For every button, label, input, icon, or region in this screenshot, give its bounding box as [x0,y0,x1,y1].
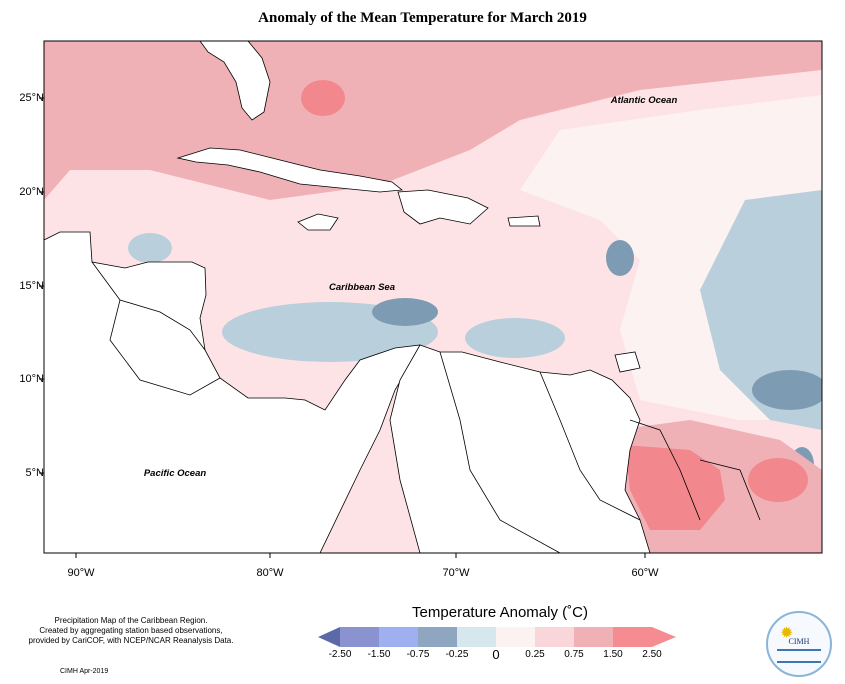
note-line-2: Created by aggregating station based obs… [39,626,223,635]
lon-tick-90: 90°W [67,567,95,579]
legend-swatch [418,627,457,647]
lat-tick-10: 10°N [19,373,44,385]
lon-tick-60: 60°W [631,567,659,579]
legend-tick: -1.50 [367,649,391,660]
legend-swatch [379,627,418,647]
trinidad [614,351,641,373]
legend-title: Temperature Anomaly (˚C) [412,604,588,621]
legend-colorbar [318,627,676,647]
anomaly-band-neg-150-075 [752,370,822,410]
map-frame [43,40,823,554]
lon-tick-70: 70°W [442,567,470,579]
lat-tick-15: 15°N [19,280,44,292]
puerto-rico [507,215,541,227]
country-borders [91,261,761,553]
legend-tick: -0.75 [406,649,430,660]
legend-swatch [496,627,535,647]
anomaly-band-150-250 [748,458,808,502]
legend-tick: 2.50 [642,649,662,660]
florida [199,41,271,121]
lat-tick-5: 5°N [25,467,44,479]
map-title: Anomaly of the Mean Temperature for Marc… [258,10,587,26]
legend-swatch [340,627,379,647]
lon-tick-80: 80°W [256,567,284,579]
anomaly-band-neg-150-075 [372,298,438,326]
legend-tick: -0.25 [445,649,469,660]
legend-arrow-left [318,627,340,647]
label-caribbean-sea: Caribbean Sea [329,282,395,293]
note-line-1: Precipitation Map of the Caribbean Regio… [54,616,208,625]
hispaniola [397,189,489,225]
legend-swatch [457,627,496,647]
legend-tick: 0.25 [525,649,545,660]
legend-tick: 0 [492,647,500,662]
south-america [389,344,651,553]
legend-swatch [613,627,652,647]
cuba [176,147,404,193]
note-line-3: provided by CariCOF, with NCEP/NCAR Rean… [28,636,234,645]
map-credit: CIMH Apr-2019 [60,668,109,675]
legend-tick: 1.50 [603,649,623,660]
anomaly-band-neg-150-075 [606,240,634,276]
label-atlantic-ocean: Atlantic Ocean [610,95,678,106]
lat-tick-20: 20°N [19,186,44,198]
central-america [44,231,421,553]
map-description: Precipitation Map of the Caribbean Regio… [16,616,246,646]
land-masses [44,41,651,553]
anomaly-band-150-250 [301,80,345,116]
anomaly-band-neg-075-025 [465,318,565,358]
logo-text: CIMH [788,637,810,646]
legend-tick: 0.75 [564,649,584,660]
anomaly-band-neg-075-025 [700,190,822,430]
jamaica [297,213,339,231]
label-pacific-ocean: Pacific Ocean [144,468,207,479]
anomaly-band-150-250 [625,445,725,530]
legend-arrow-right [652,627,676,647]
cimh-logo: ✹ CIMH [766,611,832,677]
legend-swatch [535,627,574,647]
lat-tick-25: 25°N [19,92,44,104]
legend-swatch [574,627,613,647]
sun-icon: ✹ [780,625,794,642]
legend-tick: -2.50 [328,649,352,660]
waves-icon [777,649,821,663]
anomaly-band-neg-075-025 [128,233,172,263]
